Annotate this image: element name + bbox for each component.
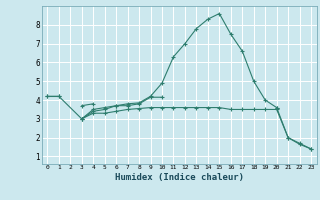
- X-axis label: Humidex (Indice chaleur): Humidex (Indice chaleur): [115, 173, 244, 182]
